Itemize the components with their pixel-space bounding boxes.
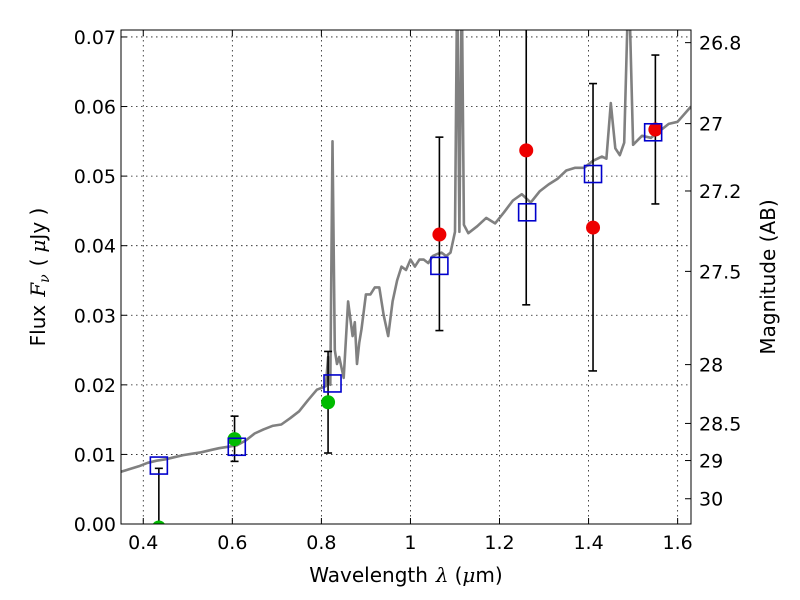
model-points [149,122,663,475]
grid [121,30,691,525]
template-spectrum [121,30,691,474]
model-square [643,122,663,142]
model-square [583,164,603,184]
x-tick-label: 1.4 [573,532,603,554]
mag-tick-label: 27.2 [699,181,741,203]
template-line [121,30,691,474]
model-square [227,437,247,457]
model-square [149,456,169,475]
y-tick-label: 0.04 [74,236,116,258]
green-point [227,432,242,447]
y-tick-label: 0.02 [74,375,116,397]
data-points [152,122,663,524]
y-tick-label: 0.05 [74,166,116,188]
y-tick-label: 0.06 [74,97,116,119]
x-axis-unit-mu: μ [462,563,475,587]
mag-tick-label: 28.5 [699,413,741,435]
y-axis-symbol: F [26,282,50,298]
mag-tick-label: 29 [699,451,723,473]
mag-tick-label: 27.5 [699,261,741,283]
mag-tick-label: 26.8 [699,33,741,55]
x-tick-label: 0.6 [217,532,247,554]
x-tick-label: 1 [404,532,416,554]
y-axis-unit-rest: Jy ) [26,208,50,242]
model-square [517,202,537,222]
red-point [519,143,534,158]
y2-axis-title: Magnitude (AB) [756,199,780,354]
x-axis-symbol: λ [435,563,449,587]
y-axis-label: Flux [26,305,50,347]
y-tick-label: 0.07 [74,27,116,49]
red-point [648,122,663,137]
green-point [152,520,165,524]
green-point [321,395,336,410]
error-bars [154,30,660,524]
x-axis-unit-open: ( [455,563,463,587]
x-tick-label: 0.4 [128,532,158,554]
ticks: 0.4 0.6 0.8 1 1.2 1.4 1.6 0.00 0.01 0.02 0.03 0.04 0… [74,27,742,554]
red-point [586,220,601,235]
mag-tick-label: 27 [699,114,723,136]
y-axis-unit-open: ( [26,259,50,267]
mag-tick-label: 28 [699,355,723,377]
x-tick-label: 1.6 [663,532,693,554]
y-tick-label: 0.03 [74,305,116,327]
model-square [323,374,342,393]
mag-tick-label: 30 [699,489,723,511]
model-square [430,256,449,276]
plot-frame [120,29,692,525]
y-tick-label: 0.01 [74,444,116,466]
x-axis-title: Wavelength λ (μm) [309,563,502,587]
x-axis-unit-rest: m) [475,563,502,587]
x-tick-label: 1.2 [484,532,514,554]
red-point [432,227,447,242]
x-tick-label: 0.8 [306,532,336,554]
y-axis-title: Flux Fν ( μJy ) [26,208,53,347]
y-tick-label: 0.00 [74,514,116,536]
x-axis-label: Wavelength [309,563,428,587]
y-axis-unit-mu: μ [26,240,50,253]
y-axis-subscript: ν [37,274,53,283]
